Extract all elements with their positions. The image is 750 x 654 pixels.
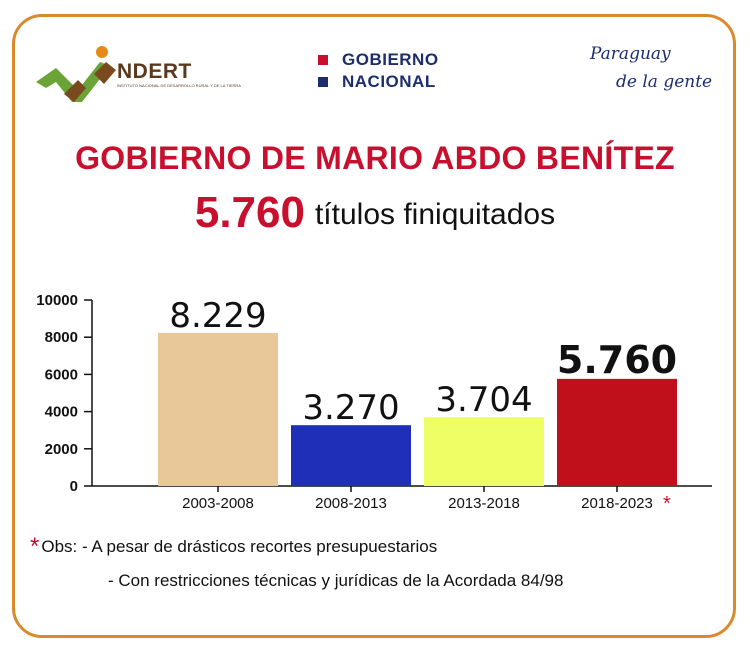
y-tick-label: 10000 (36, 292, 78, 309)
paraguay-line1: Paraguay (590, 44, 671, 64)
indert-dot-icon (96, 46, 108, 58)
total-titles-text: títulos finiquitados (314, 198, 556, 231)
obs-line2: - Con restricciones técnicas y jurídicas… (108, 571, 564, 590)
blue-square-icon (318, 77, 328, 87)
x-tick-label: 2003-2008 (182, 495, 254, 512)
poster-frame (12, 14, 736, 638)
bar (424, 417, 544, 486)
red-square-icon (318, 55, 328, 65)
paraguay-de-la-gente-logo: Paraguay de la gente (590, 40, 712, 96)
indert-subtitle: INSTITUTO NACIONAL DE DESARROLLO RURAL Y… (117, 83, 241, 88)
paraguay-line2: de la gente (616, 72, 713, 92)
y-tick-label: 6000 (45, 366, 78, 383)
y-tick-label: 8000 (45, 329, 78, 346)
obs-line1: Obs: - A pesar de drásticos recortes pre… (41, 537, 438, 556)
bar-data-label: 8.229 (169, 296, 266, 336)
y-tick-label: 4000 (45, 404, 78, 421)
observations: * Obs: - A pesar de drásticos recortes pr… (30, 530, 563, 598)
indert-name: NDERT (117, 60, 192, 83)
page-title: GOBIERNO DE MARIO ABDO BENÍTEZ (75, 140, 675, 176)
obs-asterisk: * (30, 533, 40, 560)
bar-data-label: 5.760 (557, 338, 677, 382)
gobierno-line2: NACIONAL (342, 72, 436, 91)
y-tick-label: 2000 (45, 441, 78, 458)
x-tick-label: 2018-2023 (581, 495, 653, 512)
indert-logo (36, 46, 116, 102)
page-subtitle: 5.760 títulos finiquitados (0, 188, 750, 238)
gobierno-line1: GOBIERNO (342, 50, 439, 69)
bar (291, 425, 411, 486)
bar-data-label: 3.270 (302, 388, 399, 428)
bar (158, 332, 278, 486)
x-tick-label: 2008-2013 (315, 495, 387, 512)
y-tick-label: 0 (70, 478, 78, 495)
bar-data-label: 3.704 (435, 380, 532, 420)
x-tick-label: 2013-2018 (448, 495, 520, 512)
total-titles-number: 5.760 (194, 188, 305, 237)
indert-chevron-icon (36, 62, 110, 102)
category-asterisk: * (663, 493, 671, 515)
bar (557, 378, 677, 486)
